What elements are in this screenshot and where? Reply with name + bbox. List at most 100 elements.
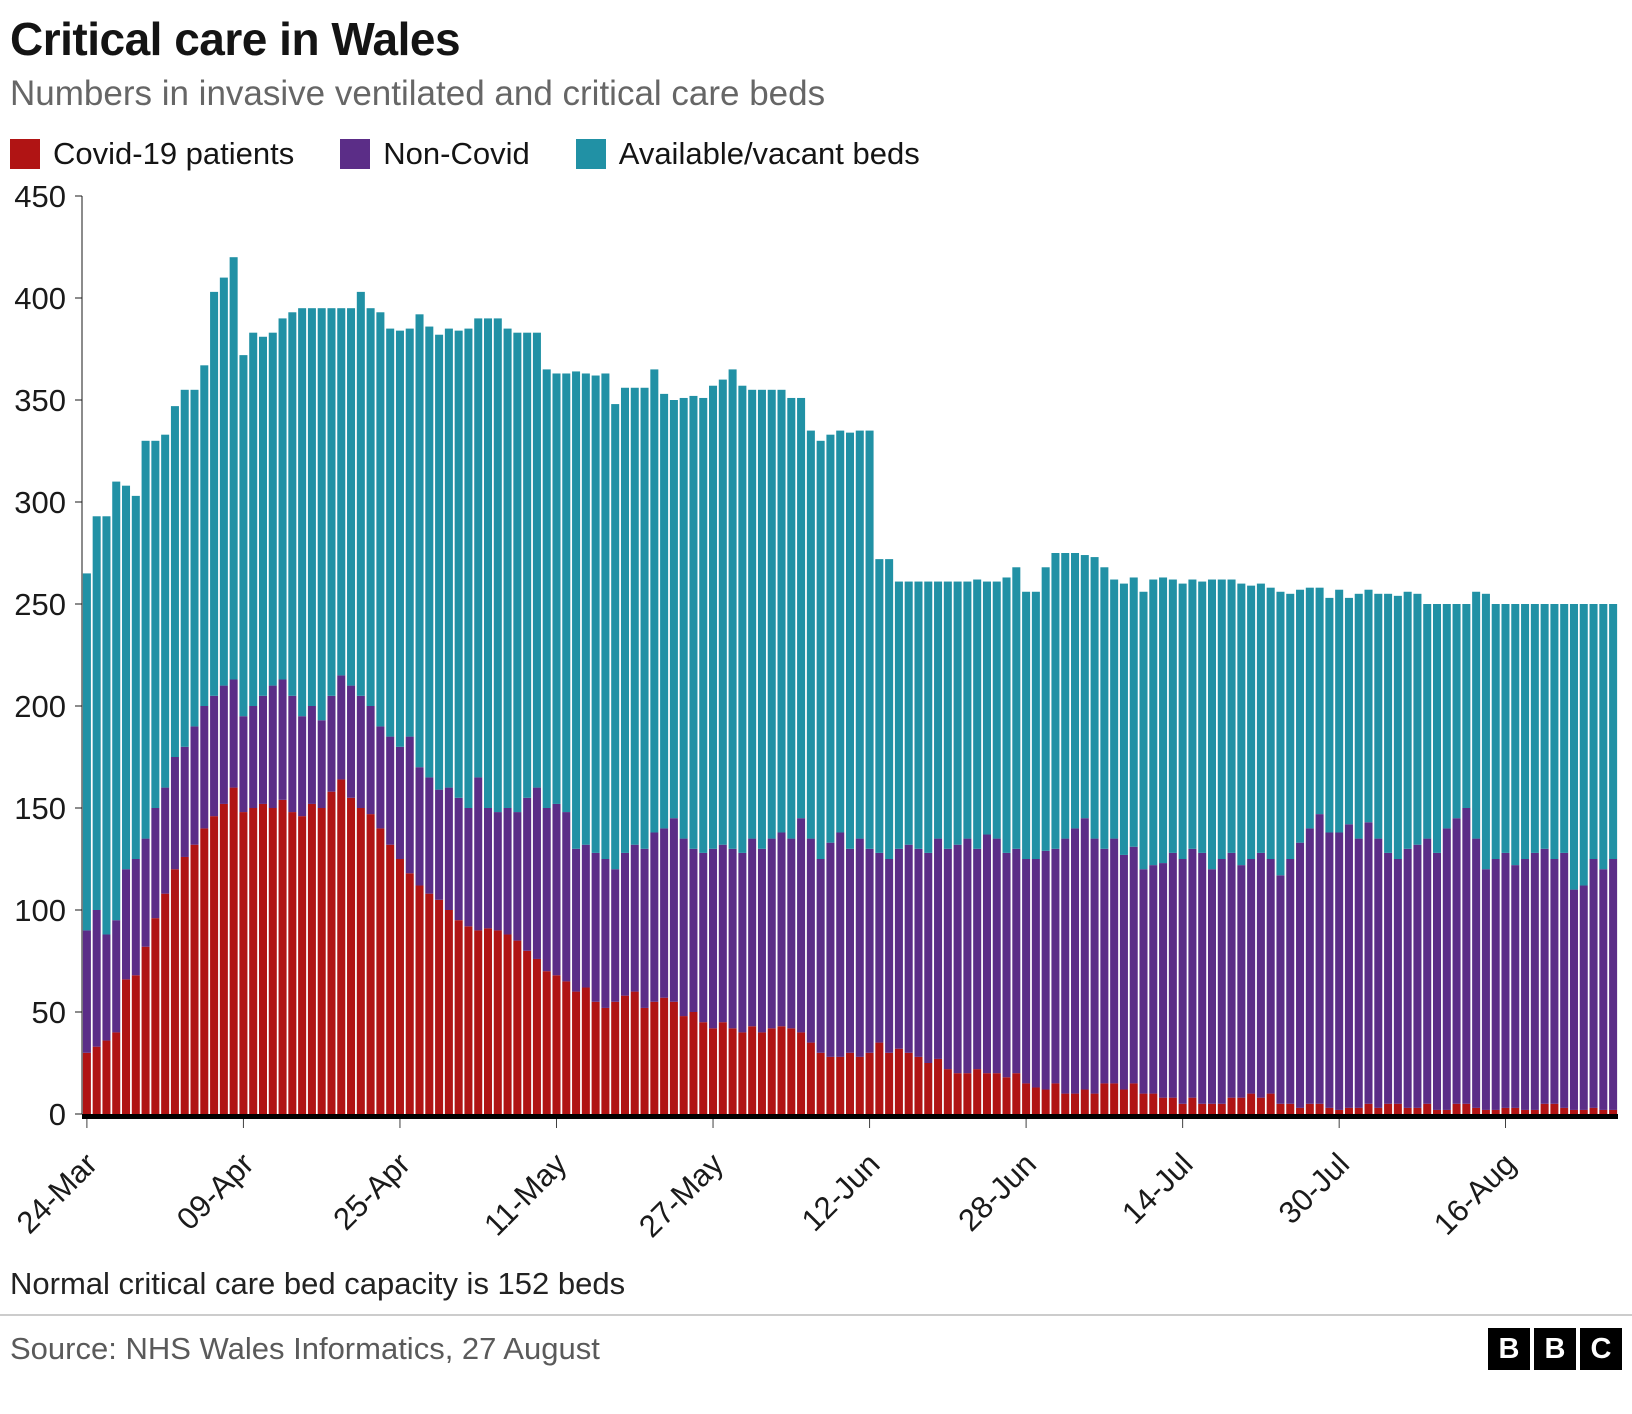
bar-segment (435, 899, 444, 1114)
bar-segment (532, 958, 541, 1114)
bar-segment (1207, 1103, 1216, 1114)
bar-segment (767, 1028, 776, 1114)
bar-segment (1080, 818, 1089, 1090)
bar-segment (1002, 1077, 1011, 1114)
bar-segment (190, 844, 199, 1114)
bar-segment (317, 808, 326, 1114)
bar-segment (1550, 1103, 1559, 1114)
bar-segment (797, 1032, 806, 1114)
bar-segment (992, 581, 1001, 839)
bar-segment (601, 1007, 610, 1114)
bar-segment (630, 844, 639, 992)
bar-segment (650, 832, 659, 1002)
bar-segment (581, 844, 590, 988)
bar-segment (122, 979, 131, 1114)
bar-segment (1022, 591, 1031, 859)
bar-segment (474, 777, 483, 931)
bar-segment (689, 1012, 698, 1114)
bar-segment (1393, 1103, 1402, 1114)
bar-segment (1521, 859, 1530, 1110)
y-tick-label: 450 (14, 180, 66, 214)
bar-segment (1344, 597, 1353, 825)
bar-segment (1227, 579, 1236, 853)
bar-segment (1599, 604, 1608, 870)
bar-segment (855, 430, 864, 839)
bar-segment (816, 859, 825, 1053)
bar-segment (1579, 1109, 1588, 1114)
bbc-logo-letter: B (1488, 1328, 1530, 1370)
bar-segment (797, 818, 806, 1033)
bar-segment (200, 828, 209, 1114)
bar-segment (1159, 1097, 1168, 1114)
bar-segment (826, 842, 835, 1057)
y-tick-label: 150 (14, 791, 66, 826)
bar-segment (1315, 1103, 1324, 1114)
bar-segment (816, 440, 825, 859)
bar-segment (581, 373, 590, 845)
bar-segment (493, 812, 502, 931)
bar-segment (131, 859, 140, 976)
bar-segment (826, 434, 835, 843)
bar-segment (1051, 553, 1060, 849)
bar-segment (532, 332, 541, 788)
bar-segment (1061, 1093, 1070, 1114)
bar-segment (1374, 593, 1383, 839)
bar-segment (1256, 583, 1265, 853)
bar-segment (200, 365, 209, 706)
bar-segment (562, 812, 571, 982)
bar-segment (405, 873, 414, 1114)
bar-segment (464, 808, 473, 927)
bar-segment (395, 330, 404, 747)
bar-segment (963, 1073, 972, 1114)
bar-segment (425, 777, 434, 894)
bar-segment (1022, 859, 1031, 1084)
bar-segment (444, 787, 453, 910)
bar-segment (767, 389, 776, 839)
bar-segment (484, 928, 493, 1114)
bar-segment (1384, 852, 1393, 1104)
bar-segment (288, 812, 297, 1114)
bar-segment (943, 581, 952, 849)
bar-segment (1413, 844, 1422, 1108)
bar-segment (1423, 604, 1432, 839)
bar-segment (435, 789, 444, 900)
bar-segment (924, 1063, 933, 1114)
bar-segment (767, 838, 776, 1029)
x-tick-label: 12-Jun (795, 1146, 887, 1238)
bar-segment (444, 328, 453, 788)
bar-segment (797, 397, 806, 819)
bar-segment (1452, 1103, 1461, 1114)
page-subtitle: Numbers in invasive ventilated and criti… (10, 74, 826, 113)
bar-segment (1188, 579, 1197, 849)
bar-segment (1237, 865, 1246, 1098)
bar-segment (660, 828, 669, 998)
bar-segment (307, 803, 316, 1114)
bar-segment (1178, 859, 1187, 1104)
bar-segment (1433, 852, 1442, 1110)
bar-segment (669, 400, 678, 819)
bar-segment (1119, 854, 1128, 1090)
bar-segment (395, 746, 404, 859)
bar-segment (1403, 591, 1412, 849)
bar-segment (757, 389, 766, 849)
bar-segment (738, 852, 747, 1033)
bar-segment (992, 1073, 1001, 1114)
bar-segment (1090, 557, 1099, 839)
bar-segment (1462, 604, 1471, 808)
bar-segment (640, 387, 649, 849)
bar-segment (1110, 838, 1119, 1084)
bar-segment (748, 838, 757, 1027)
bar-segment (1227, 852, 1236, 1098)
bar-segment (757, 1032, 766, 1114)
bar-segment (258, 803, 267, 1114)
bar-segment (689, 395, 698, 849)
bar-segment (953, 1073, 962, 1114)
bar-segment (973, 1069, 982, 1114)
bar-segment (1237, 1097, 1246, 1114)
bar-segment (151, 808, 160, 919)
bar-segment (112, 481, 121, 921)
bar-segment (523, 332, 532, 798)
bar-segment (699, 852, 708, 1023)
bar-segment (1589, 604, 1598, 859)
legend-item-covid: Covid-19 patients (10, 136, 294, 172)
